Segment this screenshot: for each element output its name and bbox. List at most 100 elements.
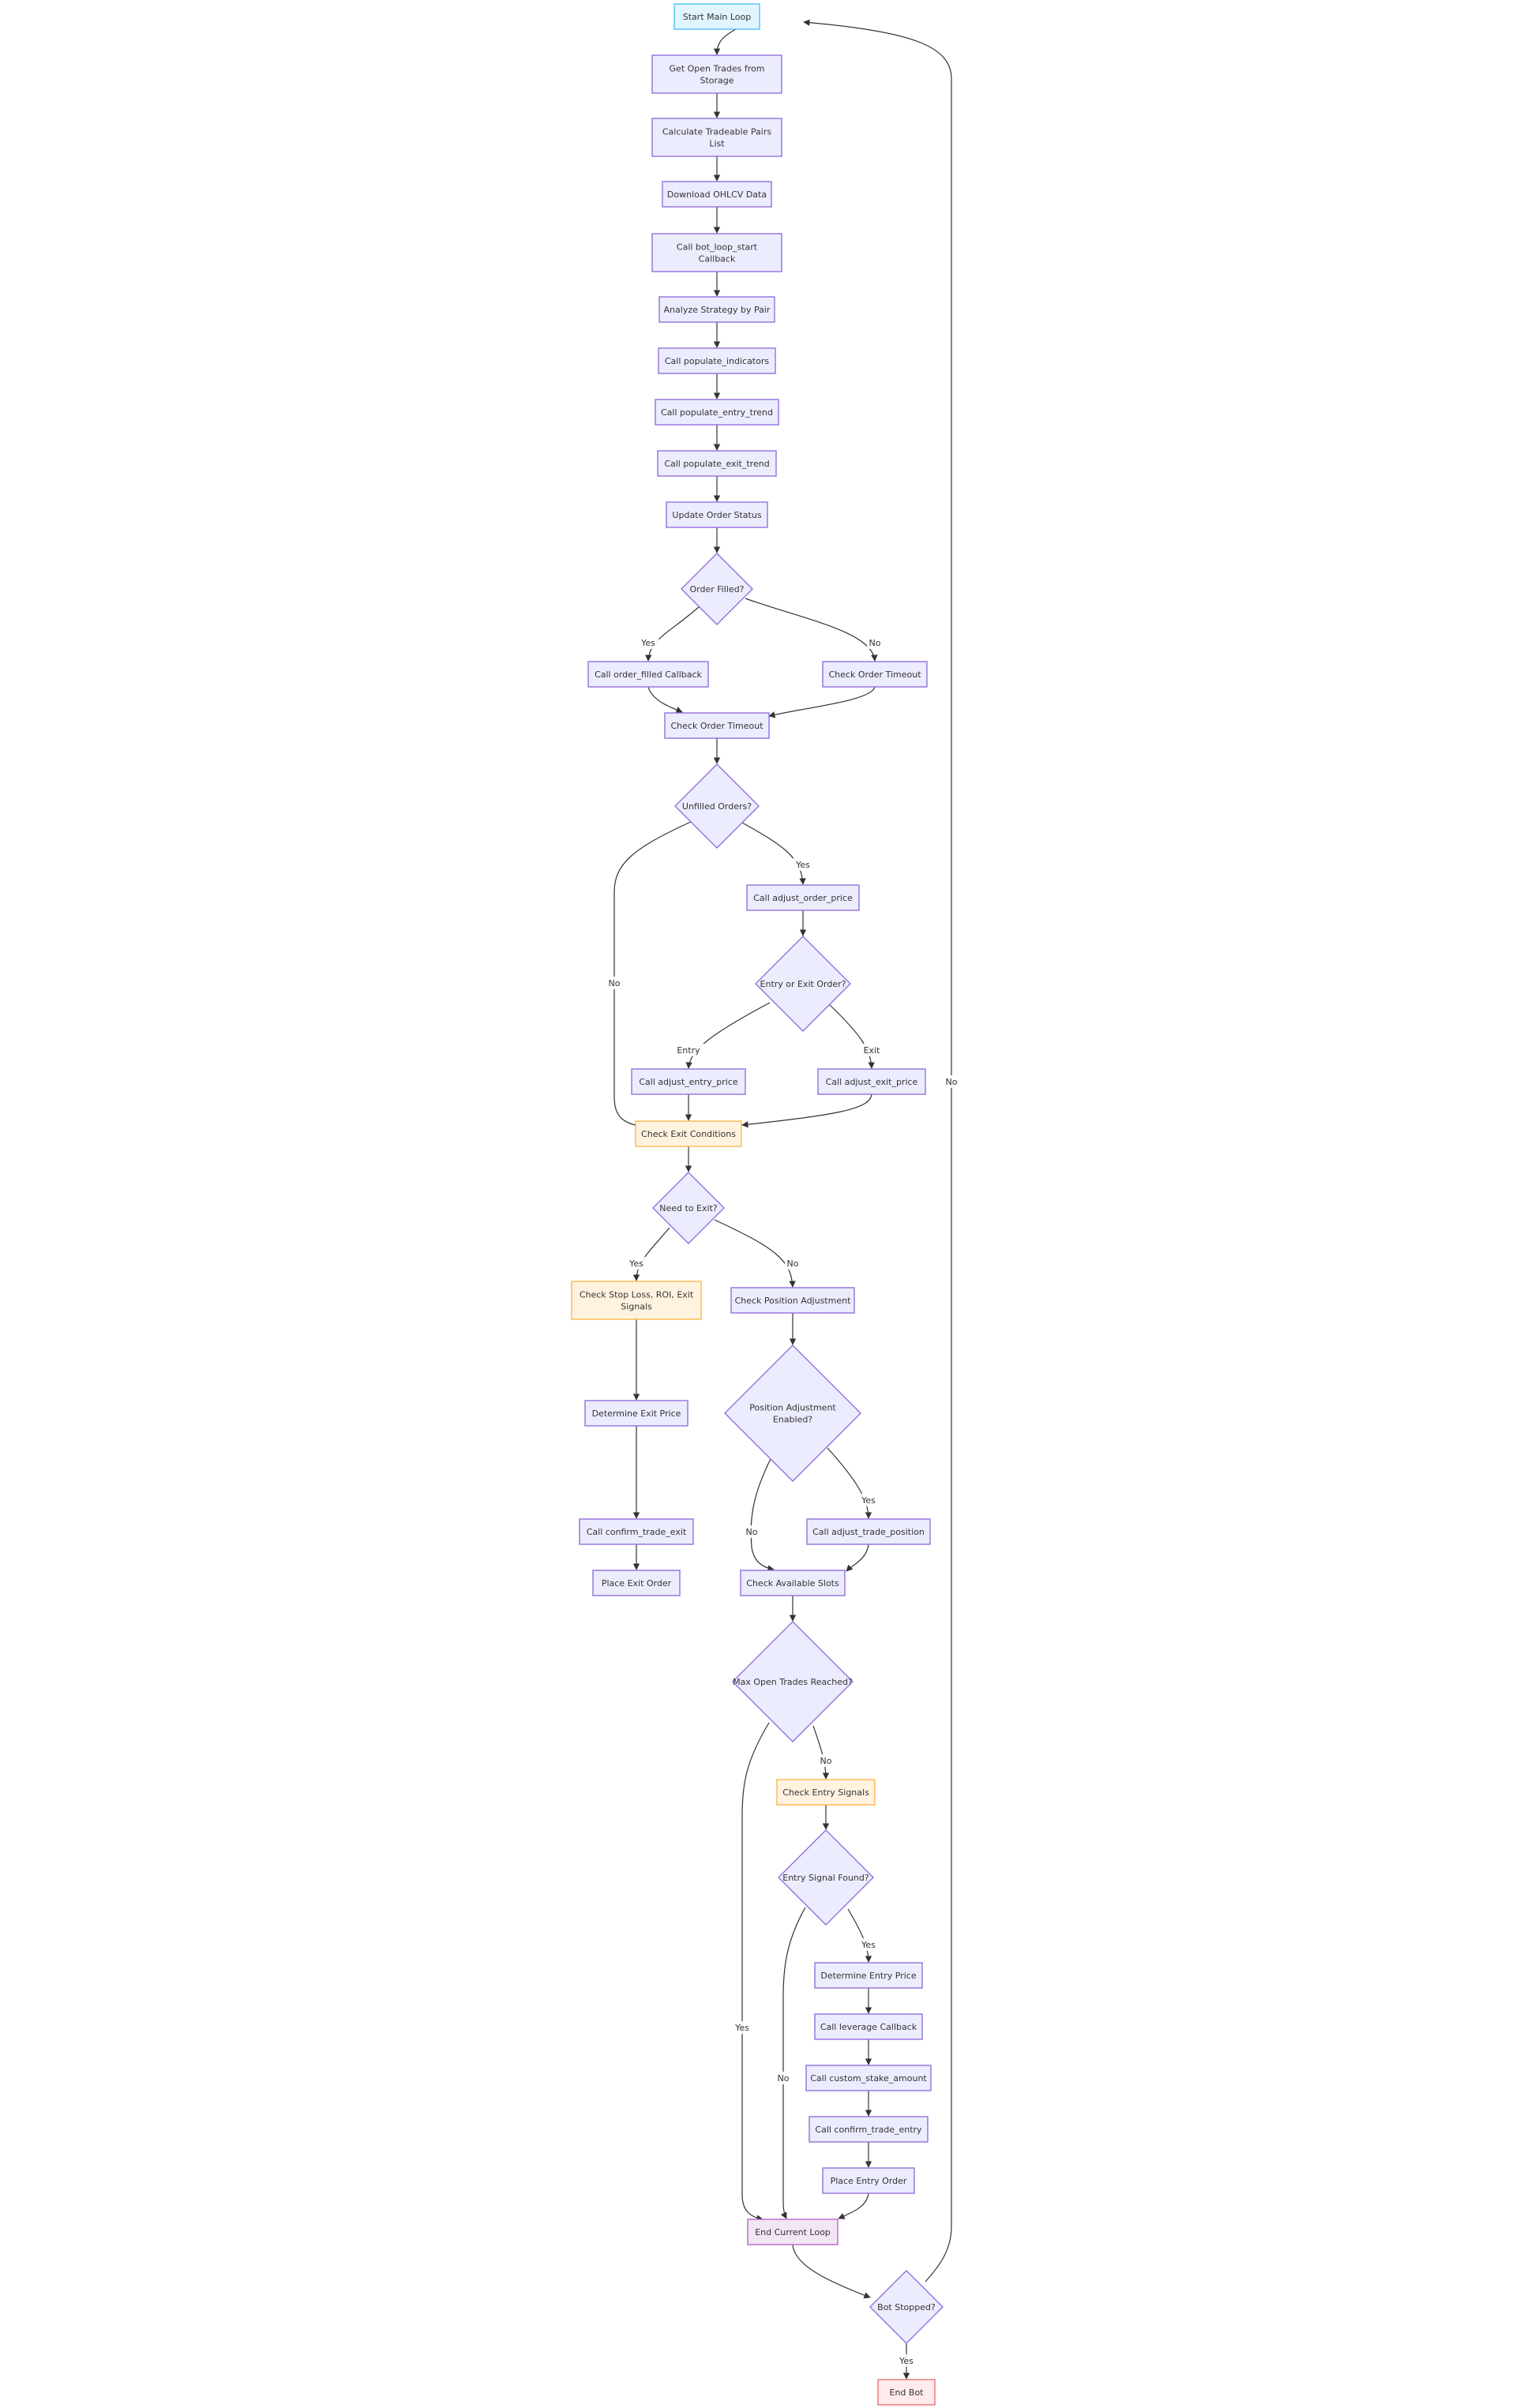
- process-box: [814, 2013, 923, 2040]
- process-box: [579, 1518, 694, 1545]
- node-label: Check Entry Signals: [782, 1787, 869, 1798]
- node-popInd: Call populate_indicators: [658, 347, 776, 374]
- edge-label-background: [895, 2354, 917, 2367]
- process-box: [822, 661, 928, 688]
- edge-posAdjEnabled-to-adjTradePos: [827, 1447, 872, 1519]
- edge-label-background: [944, 1075, 959, 1088]
- edge-adjTradePos-to-checkSlots: [846, 1543, 869, 1572]
- edge-orderFilledCb-to-checkTimeoutB: [647, 686, 683, 713]
- decision-diamond: [674, 763, 760, 849]
- node-label: Bot Stopped?: [877, 2302, 936, 2312]
- node-label: Call adjust_order_price: [753, 893, 853, 903]
- node-adjTradePos: Call adjust_trade_position: [806, 1518, 931, 1545]
- process-box: [651, 233, 782, 272]
- node-label: Max Open Trades Reached?: [733, 1677, 853, 1687]
- node-determineEntry: Determine Entry Price: [814, 1962, 923, 1989]
- edge-label-background: [775, 2072, 791, 2084]
- edge-label-background: [818, 1754, 834, 1767]
- node-popExit: Call populate_exit_trend: [657, 450, 777, 477]
- edge-label-background: [785, 1257, 801, 1270]
- edge-label-no: No: [787, 1258, 799, 1269]
- decision-diamond: [652, 1172, 725, 1244]
- process-box: [673, 3, 760, 30]
- edge-entryFound-to-endLoop: [780, 1907, 806, 2219]
- node-label: Check Available Slots: [746, 1578, 839, 1588]
- edge-label-yes: Yes: [640, 638, 655, 648]
- node-label: Call confirm_trade_exit: [587, 1527, 687, 1537]
- node-label: Call adjust_exit_price: [826, 1077, 918, 1087]
- edge-needExit-to-checkStopLoss: [632, 1227, 670, 1281]
- node-label: Call populate_entry_trend: [661, 407, 773, 418]
- edge-label-no: No: [778, 2073, 790, 2084]
- node-label: Unfilled Orders?: [682, 801, 752, 812]
- edge-label-yes: Yes: [734, 2023, 749, 2033]
- edge-label-background: [857, 1938, 880, 1951]
- process-box: [657, 450, 777, 477]
- process-box: [805, 2065, 932, 2091]
- edge-label-no: No: [946, 1077, 958, 1087]
- node-adjEntryPrice: Call adjust_entry_price: [631, 1068, 746, 1095]
- process-box: [584, 1400, 688, 1427]
- node-confirmExit: Call confirm_trade_exit: [579, 1518, 694, 1545]
- edge-label-background: [867, 636, 883, 649]
- node-label: Signals: [621, 1302, 652, 1312]
- node-label: Callback: [699, 254, 736, 264]
- node-label: Position Adjustment: [749, 1403, 836, 1413]
- edge-label-entry: Entry: [677, 1045, 700, 1056]
- node-orderFilledCb: Call order_filled Callback: [587, 661, 709, 688]
- node-label: Place Entry Order: [831, 2176, 907, 2186]
- node-label: Order Filled?: [689, 584, 744, 594]
- node-label: End Current Loop: [755, 2227, 831, 2237]
- node-checkExitCond: Check Exit Conditions: [635, 1120, 742, 1147]
- node-checkStopLoss: Check Stop Loss, ROI, Exit Signals: [571, 1281, 702, 1320]
- process-box: [658, 347, 776, 374]
- edge-label-background: [672, 1044, 705, 1056]
- process-box: [658, 296, 775, 323]
- edge-label-no: No: [820, 1756, 832, 1766]
- node-confirmEntry: Call confirm_trade_entry: [809, 2116, 929, 2143]
- node-label: Check Exit Conditions: [641, 1129, 736, 1139]
- process-box: [666, 501, 768, 528]
- node-label: Call leverage Callback: [820, 2022, 917, 2032]
- decision-diamond: [732, 1621, 854, 1742]
- node-botStopped: Bot Stopped?: [869, 2270, 944, 2344]
- node-label: Call custom_stake_amount: [810, 2073, 927, 2084]
- process-box: [817, 1068, 926, 1095]
- process-box: [822, 2167, 915, 2194]
- edge-label-yes: Yes: [795, 860, 810, 870]
- node-label: Call bot_loop_start: [677, 242, 758, 253]
- node-label: Check Position Adjustment: [735, 1296, 852, 1306]
- node-determineExit: Determine Exit Price: [584, 1400, 688, 1427]
- process-box: [809, 2116, 929, 2143]
- node-endBot: End Bot: [877, 2379, 936, 2406]
- process-box: [806, 1518, 931, 1545]
- node-calcPairs: Calculate Tradeable Pairs List: [651, 118, 782, 157]
- node-orderFilled: Order Filled?: [681, 553, 753, 625]
- process-box: [571, 1281, 702, 1320]
- process-box: [877, 2379, 936, 2406]
- process-box: [730, 1287, 855, 1314]
- node-leverageCb: Call leverage Callback: [814, 2013, 923, 2040]
- edge-label-background: [625, 1257, 647, 1270]
- process-box: [662, 181, 772, 208]
- node-start: Start Main Loop: [673, 3, 760, 30]
- node-unfilled: Unfilled Orders?: [674, 763, 760, 849]
- process-box: [651, 118, 782, 157]
- edge-label-no: No: [746, 1527, 758, 1537]
- process-box: [776, 1779, 876, 1806]
- node-endLoop: End Current Loop: [747, 2219, 839, 2245]
- node-label: Check Stop Loss, ROI, Exit: [580, 1290, 694, 1300]
- edge-label-no: No: [609, 978, 621, 988]
- node-checkEntrySig: Check Entry Signals: [776, 1779, 876, 1806]
- node-label: End Bot: [890, 2387, 925, 2398]
- node-label: Start Main Loop: [683, 12, 752, 22]
- node-label: Determine Exit Price: [592, 1408, 681, 1419]
- node-checkSlots: Check Available Slots: [740, 1570, 846, 1596]
- edge-label-yes: Yes: [628, 1258, 643, 1269]
- edge-label-yes: Yes: [861, 1495, 876, 1506]
- node-checkTimeoutA: Check Order Timeout: [822, 661, 928, 688]
- edge-maxOpen-to-checkEntrySig: [812, 1725, 830, 1780]
- node-label: Call order_filled Callback: [595, 670, 702, 680]
- node-label: Update Order Status: [672, 510, 761, 520]
